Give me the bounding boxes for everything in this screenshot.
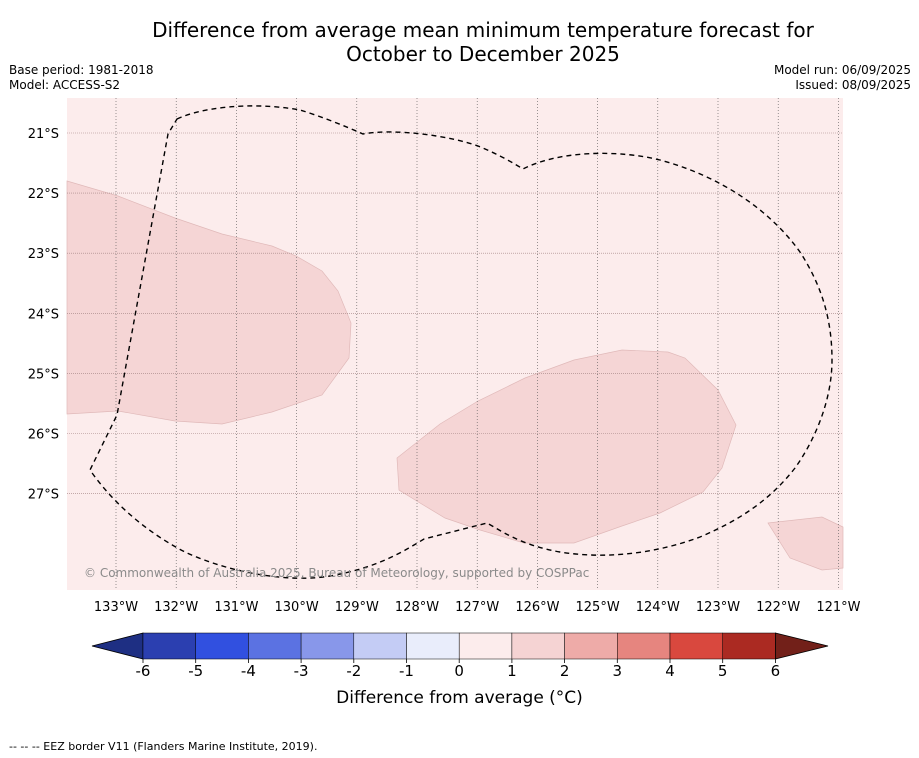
- colorbar-swatch: [142, 632, 196, 660]
- colorbar-swatch: [248, 632, 302, 660]
- colorbar-tick-label: -3: [294, 662, 309, 680]
- lat-label: 21°S: [28, 127, 59, 142]
- meta-left: Base period: 1981-2018 Model: ACCESS-S2: [9, 63, 154, 93]
- lat-label: 27°S: [28, 488, 59, 503]
- colorbar-tick-label: 5: [718, 662, 728, 680]
- colorbar-swatch: [669, 632, 723, 660]
- colorbar-tick-label: 1: [507, 662, 517, 680]
- title-line-1: Difference from average mean minimum tem…: [152, 18, 814, 42]
- anomaly-region-southeast: [767, 516, 844, 571]
- model-name: Model: ACCESS-S2: [9, 78, 121, 92]
- lat-label: 26°S: [28, 428, 59, 443]
- lon-label: 130°W: [275, 600, 319, 615]
- forecast-map: © Commonwealth of Australia 2025, Bureau…: [28, 98, 861, 680]
- lon-label: 127°W: [455, 600, 499, 615]
- lon-label: 131°W: [214, 600, 258, 615]
- copyright-notice: © Commonwealth of Australia 2025, Bureau…: [84, 566, 589, 580]
- lat-label: 23°S: [28, 247, 59, 262]
- colorbar-extend-min: [91, 632, 144, 660]
- lon-label: 125°W: [576, 600, 620, 615]
- lat-label: 22°S: [28, 187, 59, 202]
- colorbar-swatch: [300, 632, 355, 660]
- colorbar-tick-label: -5: [188, 662, 203, 680]
- lon-label: 124°W: [636, 600, 680, 615]
- lat-label: 24°S: [28, 307, 59, 322]
- lon-label: 129°W: [335, 600, 379, 615]
- colorbar-swatch: [722, 632, 776, 660]
- model-run: Model run: 06/09/2025: [773, 63, 911, 77]
- colorbar-tick-label: 4: [665, 662, 675, 680]
- colorbar-tick-label: -6: [136, 662, 151, 680]
- lon-label: 132°W: [154, 600, 198, 615]
- title-line-2: October to December 2025: [346, 42, 620, 66]
- colorbar-swatch: [564, 632, 618, 660]
- colorbar-label: Difference from average (°C): [336, 688, 583, 708]
- colorbar-tick-label: 2: [560, 662, 570, 680]
- anomaly-region-west: [66, 180, 352, 425]
- meta-right: Model run: 06/09/2025 Issued: 08/09/2025: [774, 63, 911, 93]
- colorbar-swatch: [195, 632, 249, 660]
- lon-label: 126°W: [515, 600, 559, 615]
- lon-label: 122°W: [756, 600, 800, 615]
- colorbar-extend-max: [775, 632, 829, 660]
- colorbar-tick-label: 6: [771, 662, 781, 680]
- eez-border: [89, 105, 833, 579]
- lon-label: 123°W: [696, 600, 740, 615]
- eez-footnote: -- -- -- EEZ border V11 (Flanders Marine…: [9, 740, 318, 753]
- lon-label: 121°W: [816, 600, 860, 615]
- colorbar-swatch: [406, 632, 460, 660]
- colorbar-tick-label: -4: [241, 662, 256, 680]
- lon-label: 128°W: [395, 600, 439, 615]
- lon-label: 133°W: [94, 600, 138, 615]
- colorbar-tick-label: -2: [346, 662, 361, 680]
- anomaly-region-central: [396, 349, 737, 544]
- colorbar-swatch: [511, 632, 565, 660]
- base-period: Base period: 1981-2018: [9, 63, 154, 77]
- colorbar-tick-label: 3: [613, 662, 623, 680]
- colorbar-swatch: [617, 632, 671, 660]
- chart-title: Difference from average mean minimum tem…: [0, 18, 919, 66]
- colorbar-tick-label: 0: [454, 662, 464, 680]
- colorbar-swatch: [458, 632, 513, 660]
- colorbar-tick-label: -1: [399, 662, 414, 680]
- colorbar-swatch: [353, 632, 407, 660]
- issued-date: Issued: 08/09/2025: [795, 78, 911, 92]
- lat-label: 25°S: [28, 367, 59, 382]
